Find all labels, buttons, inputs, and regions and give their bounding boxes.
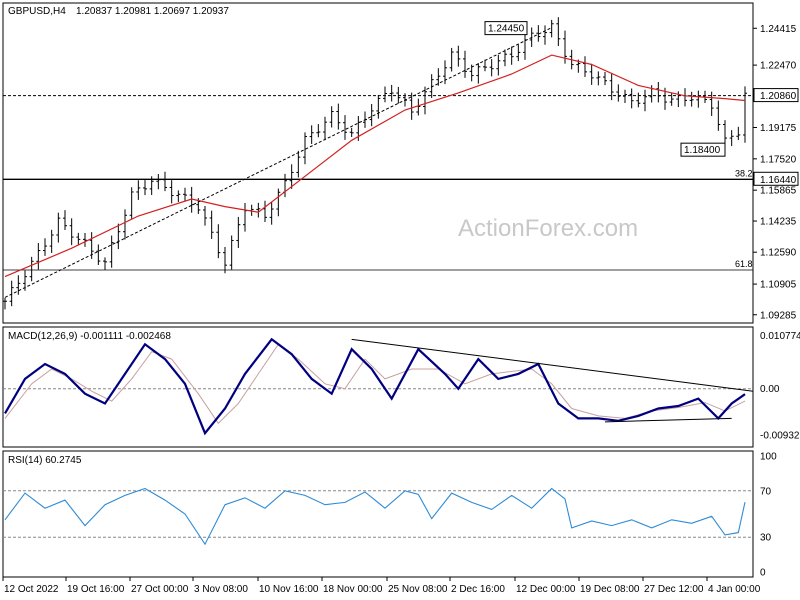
rising-trend-line [4,27,552,298]
rsi-tick-label: 0 [760,568,766,579]
macd-support-line [604,417,732,423]
price-tick-label: 1.17520 [760,154,797,165]
resistance-price-box [753,88,799,103]
rsi-tick-label: 70 [760,486,772,497]
x-tick-label: 12 Oct 2022 [4,584,59,595]
price-panel [2,2,754,324]
x-tick-label: 4 Jan 00:00 [708,584,761,595]
x-tick-label: 18 Nov 00:00 [323,584,383,595]
x-tick-label: 27 Oct 00:00 [131,584,189,595]
fib-38-2-tag: 38.2 [735,168,753,178]
moving-average-line [4,54,746,278]
price-tick-label: 1.24415 [760,24,797,35]
price-tick-label: 1.09285 [760,310,797,321]
rsi-line [4,487,746,546]
fib-price-box [753,171,799,186]
price-tick-label: 1.22470 [760,61,797,72]
rsi-label: RSI(14) 60.2745 [8,455,82,466]
low-price-label: 1.18400 [684,145,721,156]
macd-tick-label: -0.009328 [760,430,800,441]
low-price-box [680,142,726,157]
x-tick-label: 2 Dec 16:00 [451,584,505,595]
x-tick-label: 25 Nov 08:00 [388,584,448,595]
price-tick-label: 1.12590 [760,248,797,259]
x-tick-label: 3 Nov 08:00 [194,584,248,595]
macd-tick-label: 0.010774 [760,331,800,342]
high-price-box [484,21,528,36]
price-tick-label: 1.10905 [760,280,797,291]
macd-tick-label: 0.00 [760,384,780,395]
resistance-price-label: 1.20860 [760,91,797,102]
high-price-label: 1.24450 [488,24,525,35]
price-tick-label: 1.19175 [760,123,797,134]
x-tick-label: 19 Dec 08:00 [580,584,640,595]
x-tick-label: 27 Dec 12:00 [644,584,704,595]
watermark: ActionForex.com [458,215,638,242]
macd-line [4,337,746,436]
price-tick-label: 1.14235 [760,217,797,228]
x-tick-label: 10 Nov 16:00 [259,584,319,595]
rsi-tick-label: 30 [760,533,772,544]
ohlc-readout: 1.20837 1.20981 1.20697 1.20937 [76,6,229,17]
rsi-panel [2,450,754,578]
macd-panel [2,326,754,448]
symbol-label: GBPUSD,H4 [8,6,66,17]
fib-61-8-tag: 61.8 [735,259,753,269]
rsi-tick-label: 100 [760,452,777,463]
macd-falling-trend-line [351,338,754,392]
x-tick-label: 12 Dec 00:00 [516,584,576,595]
x-tick-label: 19 Oct 16:00 [67,584,125,595]
fib-price-label: 1.16440 [760,175,797,186]
price-tick-label: 1.15865 [760,186,797,197]
macd-signal-line [4,343,746,425]
macd-label: MACD(12,26,9) -0.001111 -0.002468 [8,331,171,342]
